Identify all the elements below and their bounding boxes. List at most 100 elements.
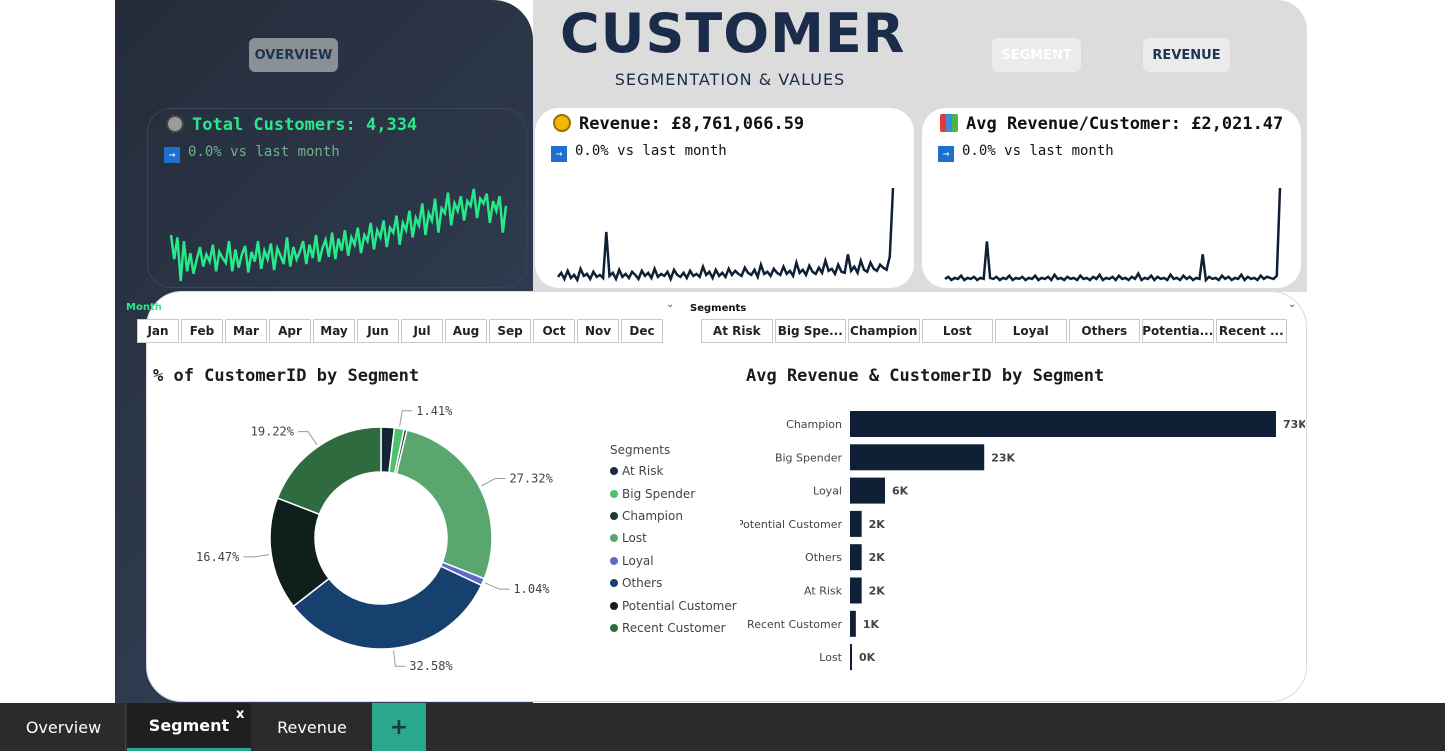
slicer-option[interactable]: Nov [577,319,619,343]
slicer-option[interactable]: Big Spe... [774,319,846,343]
leader-line [481,477,506,487]
kpi-title: Total Customers: 4,334 [166,115,417,135]
legend-items: At Risk Big Spender Champion Lost Loyal Other… [610,460,737,639]
bar[interactable] [850,577,862,604]
legend-swatch [610,556,618,565]
bar-category-label: Champion [786,418,842,431]
legend-swatch [610,579,618,588]
overview-nav-button[interactable]: OVERVIEW [249,38,338,72]
chevron-down-icon[interactable]: ⌄ [1288,299,1297,310]
slicer-option[interactable]: Jan [137,319,179,343]
slicer-option[interactable]: Sep [489,319,531,343]
bar[interactable] [850,477,886,504]
legend-swatch [610,467,618,476]
slicer-option[interactable]: Aug [445,319,487,343]
slicer-option[interactable]: Dec [621,319,663,343]
donut-slice[interactable] [292,565,483,650]
slicer-option[interactable]: Champion [848,319,920,343]
slice-data-label: 16.47% [196,550,240,564]
slicer-option[interactable]: Others [1068,319,1140,343]
close-tab-icon[interactable]: x [236,707,245,722]
slice-data-label: 1.04% [513,582,550,596]
slicer-option[interactable]: Oct [533,319,575,343]
slicer-option[interactable]: At Risk [701,319,773,343]
legend-label: Big Spender [622,486,696,501]
tab-overview[interactable]: Overview [2,703,126,751]
legend-item[interactable]: Champion [610,505,737,527]
leader-line [484,582,510,590]
legend-swatch [610,511,618,520]
slicer-option[interactable]: Loyal [995,319,1067,343]
tab-segment[interactable]: Segment [127,703,251,751]
add-page-button[interactable]: + [372,703,426,751]
slicer-option[interactable]: Jul [401,319,443,343]
bar[interactable] [850,544,862,571]
slice-data-label: 27.32% [509,471,553,485]
donut-slice[interactable] [395,429,493,580]
bar-category-label: Lost [819,651,842,664]
segment-donut-chart: 1.41% 27.32% 1.04% 32.58% 16.47% 19.22% [196,404,554,673]
bar-chart-title: Avg Revenue & CustomerID by Segment [746,366,1105,386]
slicer-option[interactable]: Lost [921,319,993,343]
legend-item[interactable]: Lost [610,527,737,549]
segments-slicer: At Risk Big Spe... Champion Lost Loyal Others… [701,319,1289,343]
legend-label: Recent Customer [622,620,726,635]
slicer-option[interactable]: Jun [357,319,399,343]
segment-nav-button[interactable]: SEGMENT [992,38,1081,72]
bar-data-label: 73K [1283,418,1305,431]
slicer-option[interactable]: Feb [181,319,223,343]
kpi-avg-label: Avg Revenue/Customer: £2,021.47 [966,114,1284,134]
bar-data-label: 1K [863,618,880,631]
leader-line [243,554,270,558]
bar-data-label: 2K [869,551,886,564]
legend-swatch [610,534,618,543]
leader-line [298,431,318,446]
month-slicer-label: Month [126,302,162,313]
legend-item[interactable]: Recent Customer [610,617,737,639]
arrow-right-icon: → [551,146,567,162]
tab-revenue[interactable]: Revenue [277,717,347,737]
revenue-nav-button[interactable]: REVENUE [1143,38,1230,72]
kpi-avg-change: 0.0% vs last month [962,143,1114,159]
slicer-option[interactable]: Recent ... [1215,319,1287,343]
kpi-change: → 0.0% vs last month [164,144,340,163]
slice-data-label: 1.41% [416,404,453,418]
arrow-right-icon: → [938,146,954,162]
legend-item[interactable]: Loyal [610,550,737,572]
bar-category-label: Big Spender [775,451,843,464]
legend-item[interactable]: At Risk [610,460,737,482]
bar[interactable] [850,444,985,471]
donut-legend: Segments At Risk Big Spender Champion Lost L… [610,443,737,639]
slicer-option[interactable]: Potentia... [1142,319,1214,343]
legend-item[interactable]: Big Spender [610,482,737,504]
page-title: CUSTOMER [560,2,906,65]
kpi-card-avg-revenue: Avg Revenue/Customer: £2,021.47 → 0.0% vs… [922,108,1301,288]
bar[interactable] [850,510,862,537]
avg-revenue-sparkline [944,187,1282,283]
kpi-title: Avg Revenue/Customer: £2,021.47 [940,114,1283,134]
donut-slice[interactable] [276,426,382,516]
slicer-option[interactable]: Mar [225,319,267,343]
chevron-down-icon[interactable]: ⌄ [666,299,675,310]
legend-item[interactable]: Potential Customer [610,594,737,616]
bar-category-label: Potential Customer [740,518,842,531]
kpi-title: Revenue: £8,761,066.59 [553,114,804,134]
slicer-option[interactable]: Apr [269,319,311,343]
revenue-sparkline [557,187,895,284]
legend-swatch [610,601,618,610]
kpi-customers-label: Total Customers: 4,334 [192,115,418,135]
kpi-change: → 0.0% vs last month [938,143,1114,162]
kpi-revenue-label: Revenue: £8,761,066.59 [579,114,805,134]
legend-title: Segments [610,443,671,457]
bar[interactable] [850,411,1276,437]
bar-category-label: Recent Customer [747,618,842,631]
bar[interactable] [850,610,856,637]
slicer-option[interactable]: May [313,319,355,343]
bar-data-label: 2K [869,585,886,598]
leader-line [393,650,406,667]
bar[interactable] [850,644,852,671]
segments-slicer-label: Segments [690,303,747,314]
legend-item[interactable]: Others [610,572,737,594]
page-subtitle: SEGMENTATION & VALUES [614,70,846,89]
slice-data-label: 19.22% [251,425,295,439]
